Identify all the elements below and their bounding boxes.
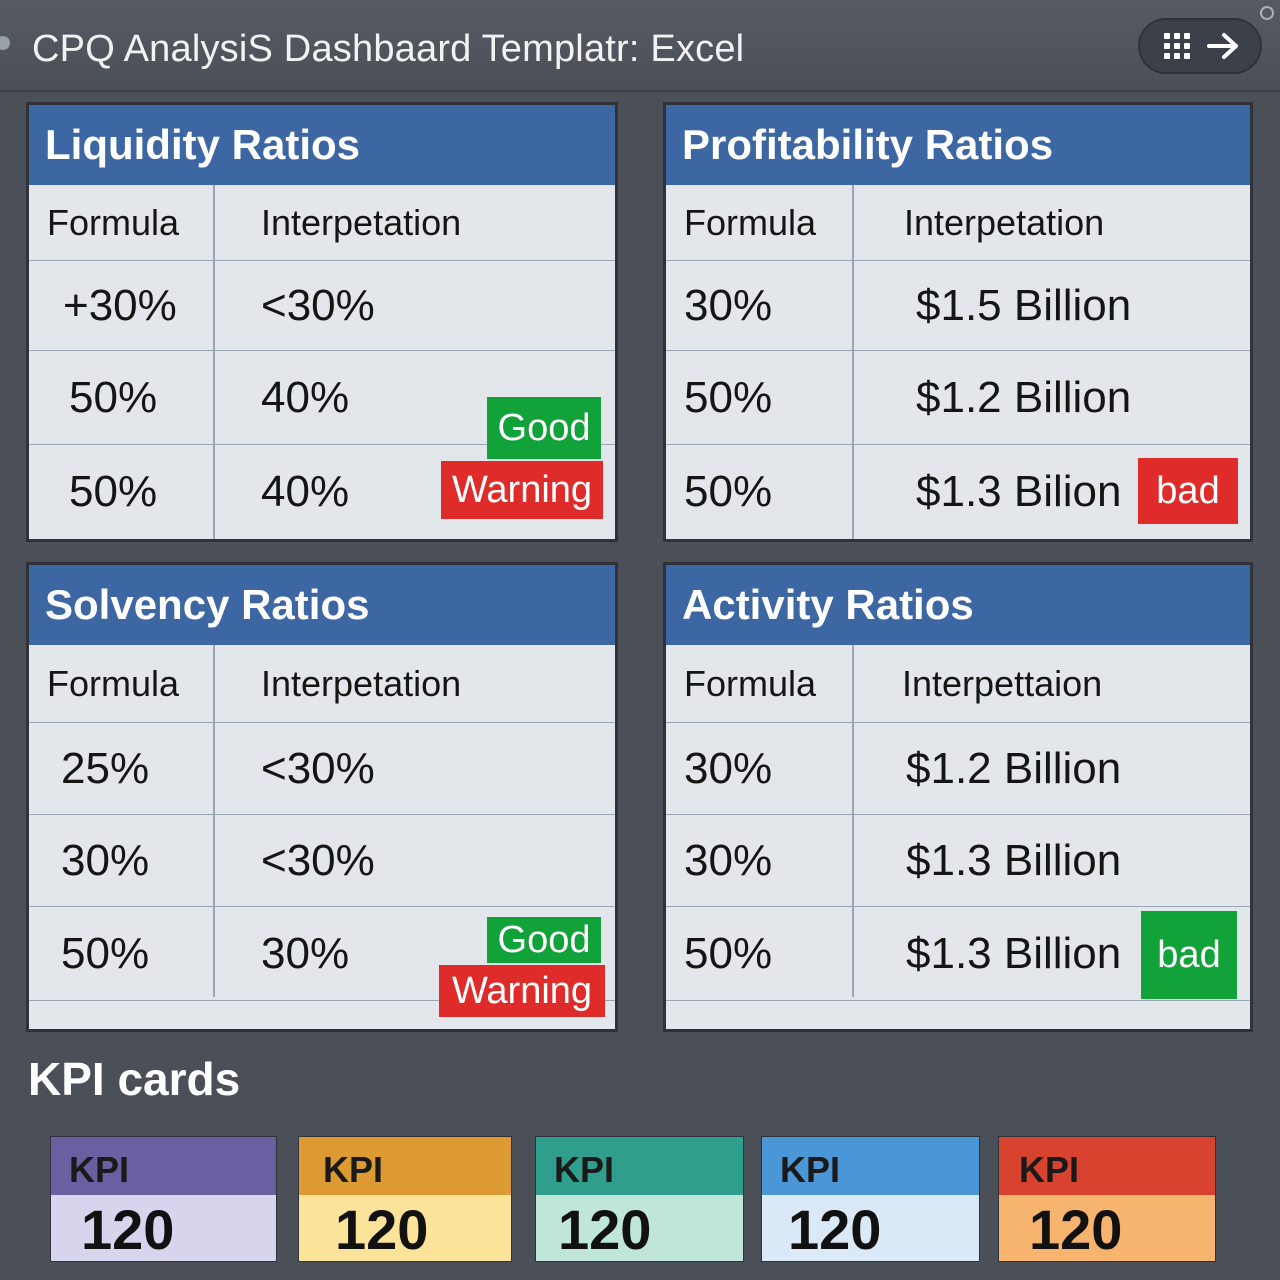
table-row[interactable]: 50% $1.2 Billion (666, 351, 1250, 445)
solvency-ratios-panel: Solvency Ratios Formula Interpetation 25… (26, 562, 618, 1032)
interpretation-cell: <30% (261, 280, 375, 330)
formula-cell: 30% (684, 280, 773, 330)
kpi-section-title: KPI cards (28, 1053, 241, 1105)
table-row[interactable]: 50% 30% (29, 907, 615, 1001)
kpi-card[interactable]: KPI 120 (298, 1136, 512, 1262)
kpi-card[interactable]: KPI 120 (535, 1136, 744, 1262)
table-header-row: Formula Interpetation (29, 645, 615, 723)
interpretation-cell: <30% (261, 743, 375, 793)
kpi-label: KPI (762, 1137, 979, 1195)
panel-title: Activity Ratios (666, 565, 1250, 645)
formula-cell: 50% (684, 928, 773, 978)
table-row[interactable]: 25% <30% (29, 723, 615, 815)
table-row[interactable]: +30% <30% (29, 261, 615, 351)
table-row[interactable]: 50% $1.3 Billion (666, 907, 1250, 1001)
formula-header: Formula (684, 662, 817, 704)
formula-cell: 30% (684, 743, 773, 793)
interpretation-cell: $1.2 Billion (906, 743, 1122, 793)
kpi-card[interactable]: KPI 120 (50, 1136, 277, 1262)
formula-cell: 30% (61, 835, 150, 885)
bad-badge: bad (1141, 911, 1237, 999)
table-row[interactable]: 30% $1.3 Billion (666, 815, 1250, 907)
interpretation-header: Interpettaion (902, 662, 1103, 704)
title-controls (1138, 18, 1262, 74)
formula-header: Formula (47, 662, 180, 704)
good-badge: Good (487, 917, 601, 963)
column-divider (213, 645, 215, 997)
interpretation-cell: $1.5 Billion (916, 280, 1132, 330)
formula-cell: 50% (61, 928, 150, 978)
kpi-value: 120 (999, 1195, 1215, 1261)
formula-cell: +30% (63, 280, 177, 330)
grid-icon[interactable] (1157, 26, 1197, 66)
table-header-row: Formula Interpetation (666, 185, 1250, 261)
formula-cell: 50% (684, 467, 773, 516)
kpi-value: 120 (536, 1195, 743, 1261)
kpi-card[interactable]: KPI 120 (761, 1136, 980, 1262)
kpi-label: KPI (999, 1137, 1215, 1195)
interpretation-cell: 40% (261, 372, 350, 422)
table-row[interactable]: 50% $1.3 Bilion (666, 445, 1250, 539)
interpretation-header: Interpetation (904, 201, 1105, 243)
arrow-right-icon[interactable] (1203, 26, 1243, 66)
window-dot-icon (0, 36, 10, 50)
column-divider (213, 185, 215, 539)
formula-cell: 50% (69, 467, 158, 516)
table-header-row: Formula Interpetation (29, 185, 615, 261)
formula-header: Formula (47, 201, 180, 243)
interpretation-cell: $1.3 Bilion (916, 467, 1122, 516)
kpi-label: KPI (536, 1137, 743, 1195)
interpretation-cell: $1.3 Billion (906, 835, 1122, 885)
table-row[interactable]: 30% $1.2 Billion (666, 723, 1250, 815)
table-row[interactable]: 50% 40% (29, 445, 615, 539)
kpi-value: 120 (51, 1195, 276, 1261)
liquidity-ratios-panel: Liquidity Ratios Formula Interpetation +… (26, 102, 618, 542)
interpretation-cell: $1.2 Billion (916, 372, 1132, 422)
table-row[interactable]: 30% <30% (29, 815, 615, 907)
formula-cell: 30% (684, 835, 773, 885)
title-bar: CPQ AnalysiS Dashbaard Templatr: Excel (0, 0, 1280, 92)
window-corner-icon (1260, 6, 1274, 20)
kpi-value: 120 (762, 1195, 979, 1261)
kpi-label: KPI (299, 1137, 511, 1195)
formula-cell: 50% (684, 372, 773, 422)
profitability-ratios-panel: Profitability Ratios Formula Interpetati… (663, 102, 1253, 542)
formula-cell: 25% (61, 743, 150, 793)
interpretation-header: Interpetation (261, 662, 462, 704)
formula-cell: 50% (69, 372, 158, 422)
interpretation-cell: 30% (261, 928, 350, 978)
interpretation-cell: <30% (261, 835, 375, 885)
panel-title: Profitability Ratios (666, 105, 1250, 185)
warning-badge: Warning (441, 461, 603, 519)
warning-badge: Warning (439, 965, 605, 1017)
kpi-value: 120 (299, 1195, 511, 1261)
column-divider (852, 645, 854, 997)
bad-badge: bad (1138, 458, 1238, 524)
table-row[interactable]: 50% 40% (29, 351, 615, 445)
window-title: CPQ AnalysiS Dashbaard Templatr: Excel (32, 28, 745, 70)
activity-ratios-panel: Activity Ratios Formula Interpettaion 30… (663, 562, 1253, 1032)
panel-title: Solvency Ratios (29, 565, 615, 645)
interpretation-header: Interpetation (261, 201, 462, 243)
good-badge: Good (487, 397, 601, 459)
interpretation-cell: 40% (261, 467, 350, 516)
table-header-row: Formula Interpettaion (666, 645, 1250, 723)
kpi-label: KPI (51, 1137, 276, 1195)
panel-title: Liquidity Ratios (29, 105, 615, 185)
column-divider (852, 185, 854, 539)
formula-header: Formula (684, 201, 817, 243)
kpi-card[interactable]: KPI 120 (998, 1136, 1216, 1262)
table-row[interactable]: 30% $1.5 Billion (666, 261, 1250, 351)
interpretation-cell: $1.3 Billion (906, 928, 1122, 978)
